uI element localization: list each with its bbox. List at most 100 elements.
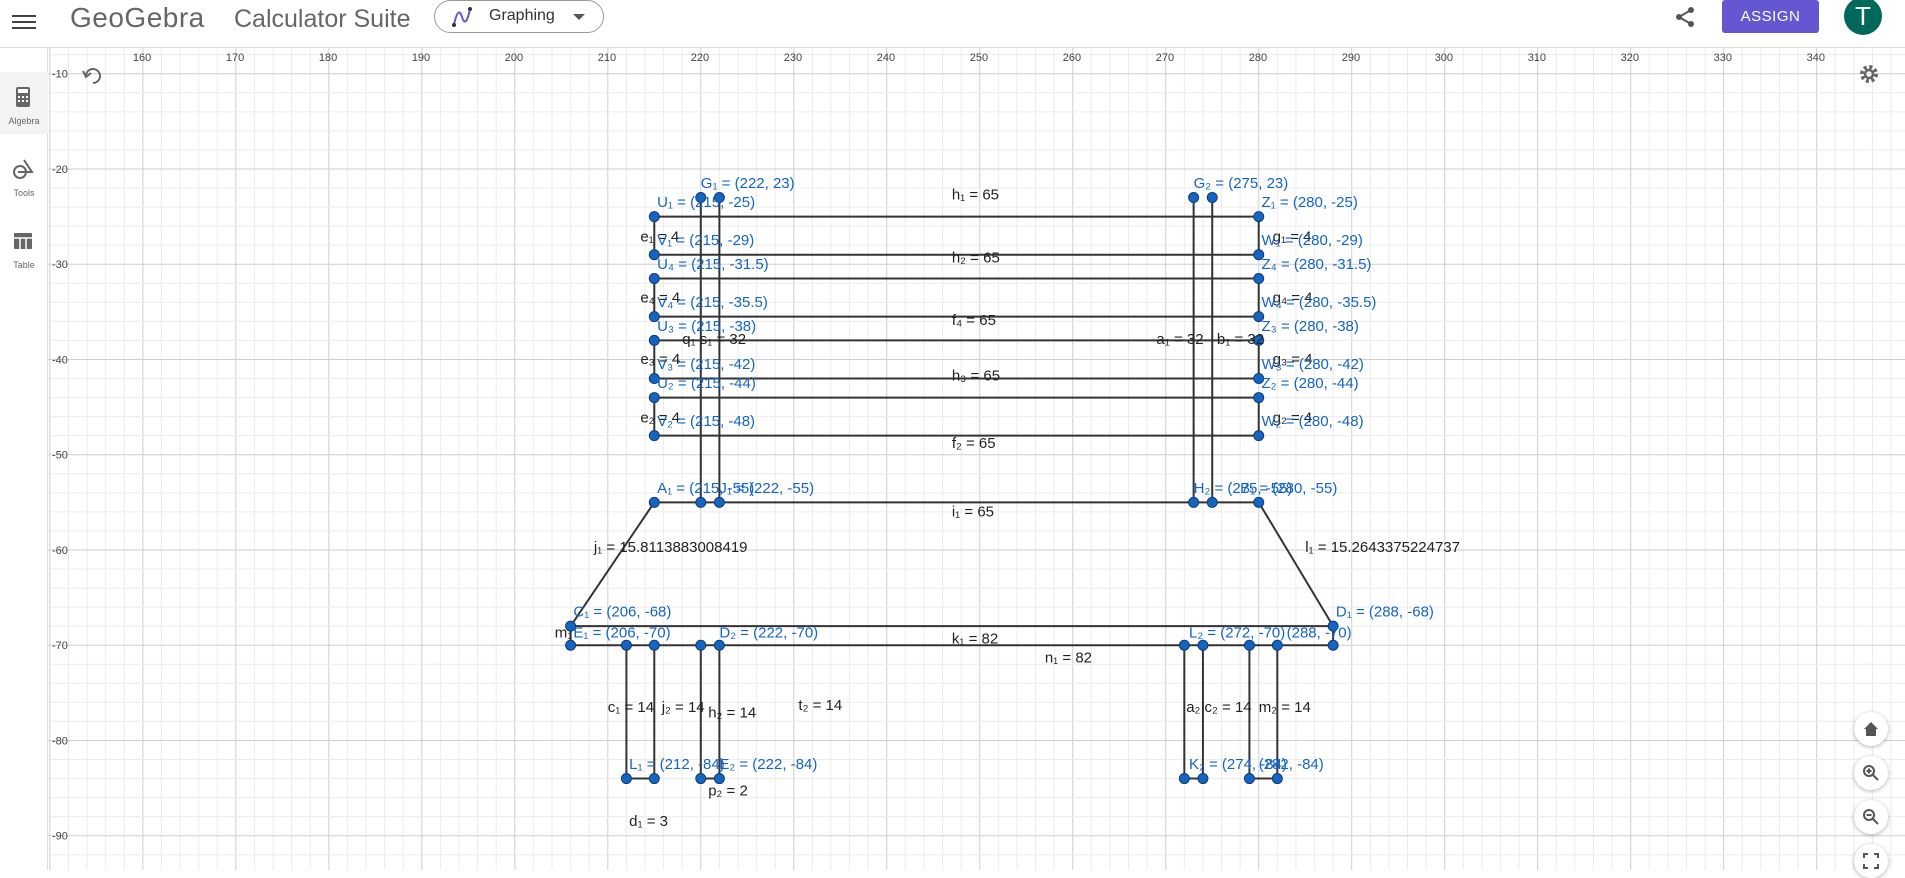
point xyxy=(695,496,707,508)
value-label: g₃ = 4 xyxy=(1273,351,1313,368)
x-tick-label: 310 xyxy=(1528,52,1546,64)
point xyxy=(648,211,660,223)
sidebar-item-label: Table xyxy=(13,260,35,270)
home-icon xyxy=(1864,722,1878,736)
value-label: i₁ = 65 xyxy=(952,504,994,521)
value-label: n₁ = 82 xyxy=(1045,649,1092,666)
x-tick-label: 160 xyxy=(133,52,151,64)
point-label: W₄ = (280, -35.5) xyxy=(1262,294,1377,311)
value-label: k₁ = 82 xyxy=(952,630,998,647)
x-tick-label: 240 xyxy=(877,52,895,64)
x-tick-label: 260 xyxy=(1063,52,1081,64)
table-icon xyxy=(14,233,32,249)
point xyxy=(713,773,725,785)
point-label: V₂ = (215, -48) xyxy=(657,413,755,430)
point-label: G₁ = (222, 23) xyxy=(701,175,795,192)
point-label: U₂ = (215, -44) xyxy=(657,375,756,392)
point-label: W₃ = (280, -42) xyxy=(1262,356,1364,373)
value-label: j₁ = 15.8113883008419 xyxy=(593,539,748,556)
value-label: f₂ = 65 xyxy=(952,435,996,452)
point-label: Z₄ = (280, -31.5) xyxy=(1262,256,1372,273)
x-tick-label: 270 xyxy=(1156,52,1174,64)
point xyxy=(648,430,660,442)
segment xyxy=(569,501,656,627)
app-selector-label: Graphing xyxy=(489,7,555,24)
x-tick-label: 300 xyxy=(1435,52,1453,64)
point-label: A₁ = (215, -55) xyxy=(657,480,754,497)
x-tick-label: 210 xyxy=(598,52,616,64)
point-label: W₂ = (280, -48) xyxy=(1262,413,1364,430)
gear-icon[interactable] xyxy=(1858,63,1880,90)
point-label: Z₁ = (280, -25) xyxy=(1262,194,1358,211)
point-label: W₁ = (280, -29) xyxy=(1262,232,1363,249)
app-selector-button[interactable]: Graphing xyxy=(434,0,604,33)
undo-icon[interactable] xyxy=(82,68,104,89)
point xyxy=(648,392,660,404)
sidebar-item-algebra[interactable]: Algebra xyxy=(0,72,48,134)
point-label: Z₂ = (280, -44) xyxy=(1262,375,1359,392)
point xyxy=(1243,639,1255,651)
top-bar: GeoGebra Calculator Suite Graphing ASSIG… xyxy=(0,0,1905,48)
point xyxy=(713,496,725,508)
point xyxy=(648,373,660,385)
sidebar-item-tools[interactable]: Tools xyxy=(0,144,48,206)
point-label: V₄ = (215, -35.5) xyxy=(657,294,768,311)
point xyxy=(1253,211,1265,223)
point xyxy=(1188,496,1200,508)
x-tick-label: 230 xyxy=(784,52,802,64)
value-label: l₁ = 15.2643375224737 xyxy=(1305,539,1460,556)
fullscreen-button[interactable] xyxy=(1854,844,1888,878)
point-label: H₂ = (275, -55) xyxy=(1194,480,1293,497)
home-button[interactable] xyxy=(1854,712,1888,746)
point-label: K₂ = (274, -84) xyxy=(1189,756,1287,773)
point-label: C₁ = (206, -68) xyxy=(573,604,671,621)
point xyxy=(695,192,707,204)
point-label: (288, -70) xyxy=(1287,625,1352,642)
chevron-down-icon xyxy=(573,14,585,20)
point xyxy=(1188,192,1200,204)
value-label: h₂ = 14 xyxy=(708,705,756,722)
sidebar: Algebra Tools Table xyxy=(0,48,48,870)
point xyxy=(1327,639,1339,651)
x-tick-label: 180 xyxy=(319,52,337,64)
geogebra-logo[interactable]: GeoGebra xyxy=(70,2,205,33)
zoom-out-button[interactable] xyxy=(1854,800,1888,834)
assign-button[interactable]: ASSIGN xyxy=(1722,0,1819,33)
point-label: J₁ = (222, -55) xyxy=(719,480,814,497)
x-tick-label: 220 xyxy=(691,52,709,64)
value-label: a₁ = 32 xyxy=(1156,331,1203,348)
point xyxy=(565,620,577,632)
graphics-view[interactable]: 160 170 180 190 200 210 220 230 240 250 260 270 280 2… xyxy=(48,48,1905,870)
point xyxy=(648,273,660,285)
point xyxy=(1243,773,1255,785)
zoom-in-button[interactable] xyxy=(1854,756,1888,790)
point-label: D₁ = (288, -68) xyxy=(1336,604,1434,621)
point xyxy=(1206,496,1218,508)
sidebar-item-label: Tools xyxy=(13,188,35,198)
sidebar-item-table[interactable]: Table xyxy=(0,216,48,278)
share-icon[interactable] xyxy=(1673,5,1697,34)
value-label: h₁ = 65 xyxy=(952,186,999,203)
point-label: U₄ = (215, -31.5) xyxy=(657,256,769,273)
x-tick-label: 170 xyxy=(226,52,244,64)
sidebar-item-label: Algebra xyxy=(8,116,40,126)
x-tick-label: 200 xyxy=(505,52,523,64)
point-label: G₂ = (275, 23) xyxy=(1194,175,1289,192)
zoom-out-icon xyxy=(1863,809,1879,825)
point-label: D₂ = (222, -70) xyxy=(719,625,818,642)
suite-title: Calculator Suite xyxy=(234,5,411,33)
point xyxy=(695,773,707,785)
value-label: p₂ = 2 xyxy=(708,783,748,800)
point xyxy=(565,639,577,651)
point-label: U₃ = (215, -38) xyxy=(657,318,756,335)
avatar[interactable]: T xyxy=(1844,0,1882,35)
point-label: Z₃ = (280, -38) xyxy=(1262,318,1359,335)
value-label: m₁ xyxy=(555,625,573,642)
point xyxy=(1197,773,1209,785)
point xyxy=(620,639,632,651)
point xyxy=(1253,311,1265,323)
x-tick-label: 190 xyxy=(412,52,430,64)
value-label: h₃ = 65 xyxy=(952,367,1000,384)
menu-icon[interactable] xyxy=(12,12,36,32)
point xyxy=(1327,620,1339,632)
